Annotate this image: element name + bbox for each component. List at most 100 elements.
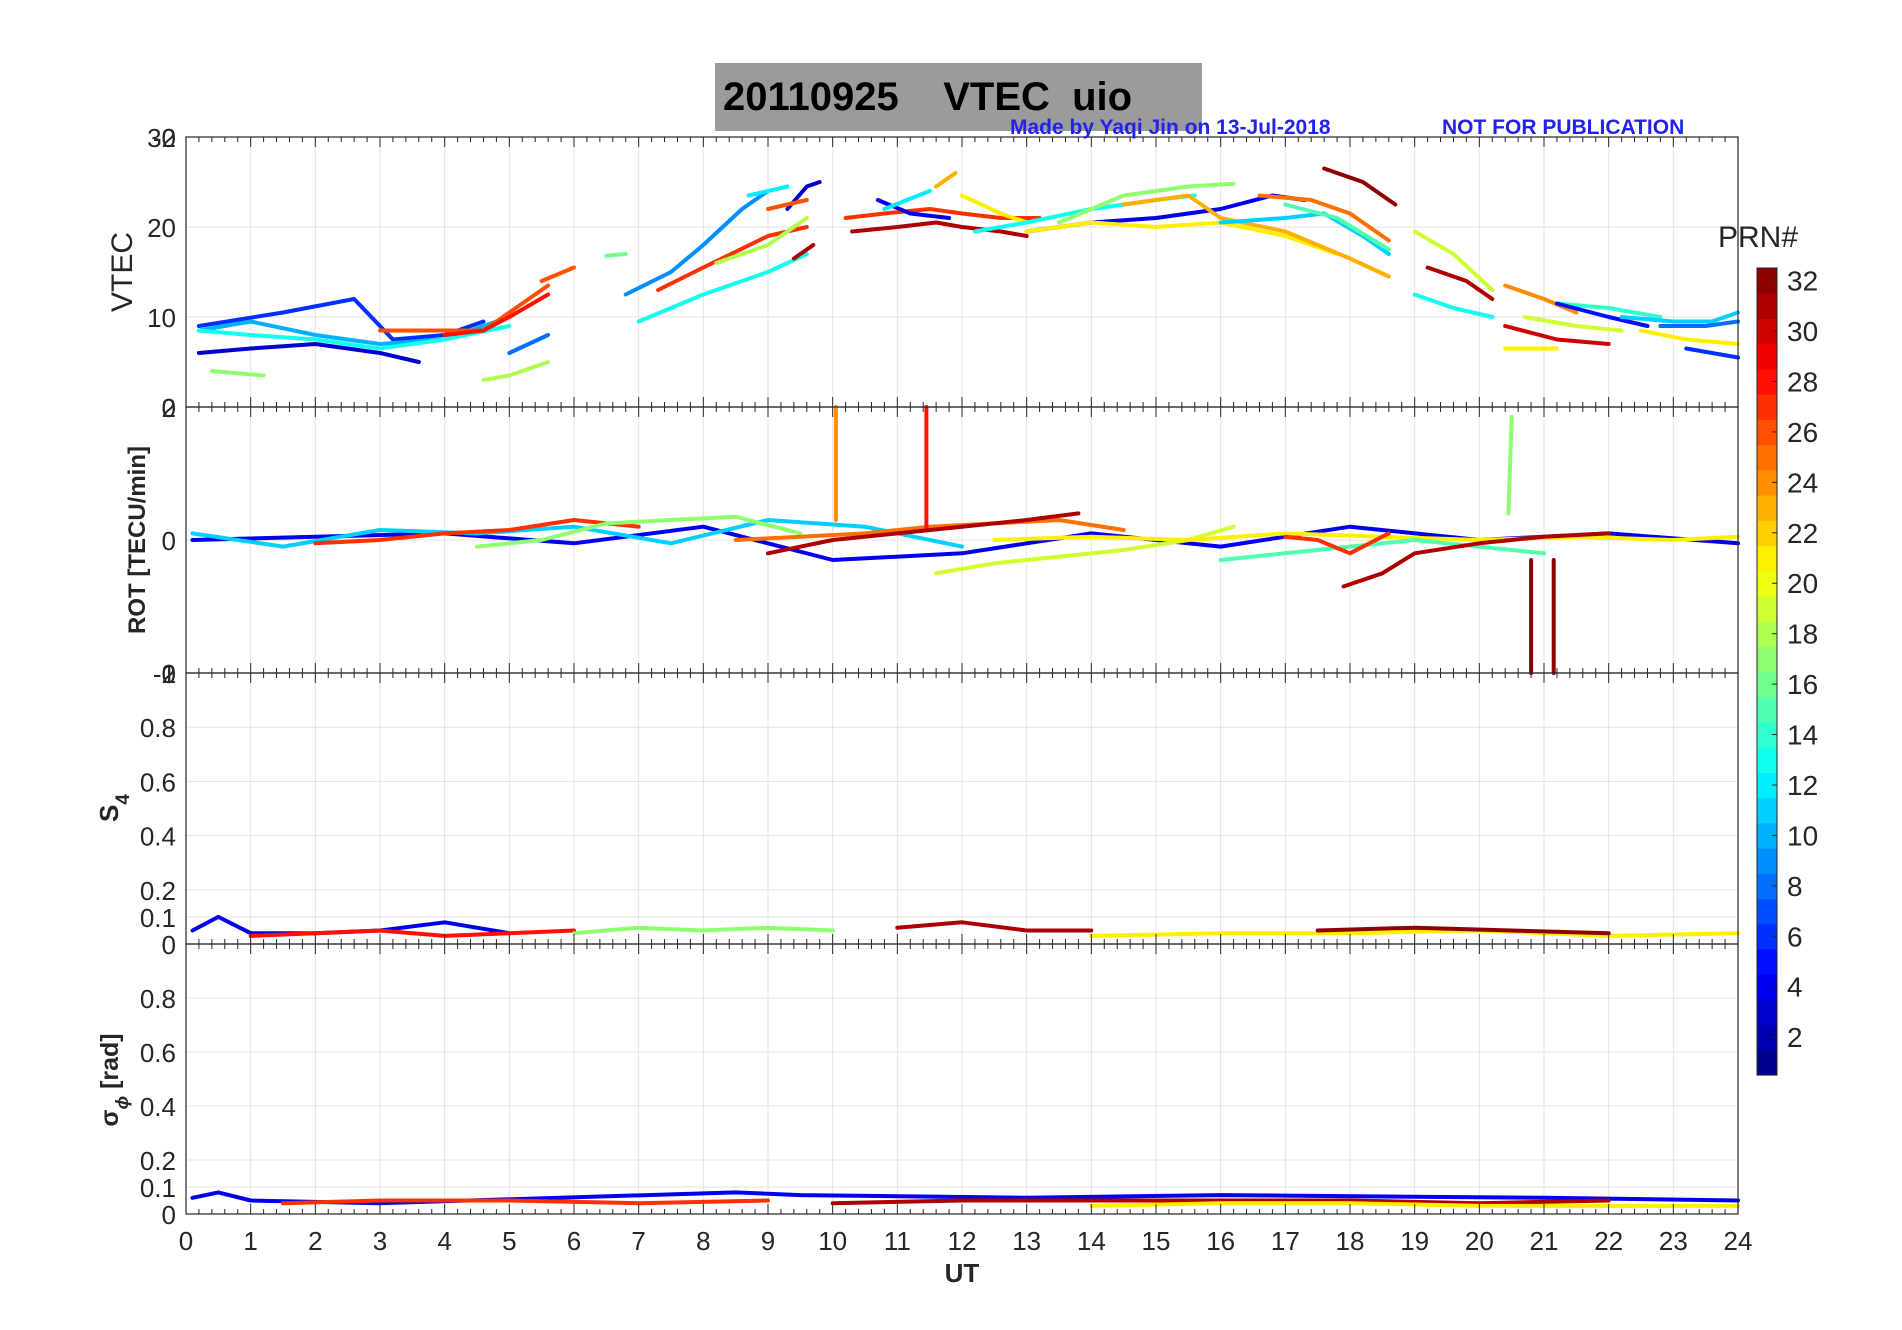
x-tick-label: 5 <box>502 1226 516 1256</box>
x-tick-label: 12 <box>948 1226 977 1256</box>
series-prn-11 <box>1619 310 1740 324</box>
y-tick-label: 0.6 <box>140 767 176 797</box>
colorbar-tick-label: 24 <box>1787 467 1818 498</box>
y-tick-label: 0 <box>162 930 176 960</box>
colorbar-tick-label: 14 <box>1787 720 1818 751</box>
overlap-tick-label: -2 <box>153 123 176 153</box>
series-prn-28 <box>248 928 576 938</box>
series-prn-26 <box>539 265 576 283</box>
title-banner <box>715 63 1202 131</box>
grid-sigma <box>185 944 1739 1214</box>
colorbar-bin <box>1757 747 1777 773</box>
x-tick-label: 13 <box>1012 1226 1041 1256</box>
x-tick-label: 7 <box>631 1226 645 1256</box>
plot-sigma <box>190 1190 1740 1208</box>
y-tick-label: 0.6 <box>140 1038 176 1068</box>
colorbar-tick-label: 8 <box>1787 871 1803 902</box>
series-prn-27 <box>1283 531 1391 556</box>
colorbar-tick-label: 26 <box>1787 417 1818 448</box>
plot-s4 <box>190 914 1740 938</box>
x-tick-label: 2 <box>308 1226 322 1256</box>
series-prn-17 <box>1057 181 1236 225</box>
series-prn-25 <box>1257 193 1391 243</box>
x-tick-label: 19 <box>1400 1226 1429 1256</box>
series-prn-31 <box>1425 265 1495 301</box>
series-prn-16 <box>604 252 628 258</box>
series-prn-5 <box>1554 301 1650 328</box>
x-tick-label: 4 <box>437 1226 451 1256</box>
colorbar-tick-label: 18 <box>1787 619 1818 650</box>
colorbar-bin <box>1757 873 1777 900</box>
colorbar-bin <box>1757 444 1777 471</box>
colorbar-bin <box>1757 848 1777 874</box>
series-prn-13 <box>1412 292 1495 319</box>
series-prn-15 <box>1218 538 1546 562</box>
series-prn-27 <box>313 518 641 546</box>
series-prn-32 <box>1315 925 1611 936</box>
colorbar-tick-label: 12 <box>1787 770 1818 801</box>
plot-rot <box>190 405 1740 675</box>
y-tick-label: 20 <box>147 213 176 243</box>
colorbar-tick-label: 22 <box>1787 518 1818 549</box>
rot-ylabel: ROT [TECU/min] <box>124 446 151 634</box>
credit-text: Made by Yaqi Jin on 13-Jul-2018 <box>1010 116 1331 139</box>
vtec-ylabel: VTEC <box>106 232 139 312</box>
colorbar-bin <box>1757 268 1777 294</box>
colorbar-tick-label: 10 <box>1787 820 1818 851</box>
series-prn-4 <box>190 1190 1740 1206</box>
y-tick-label: 0.8 <box>140 984 176 1014</box>
x-tick-label: 1 <box>243 1226 257 1256</box>
y-tick-label: 0.1 <box>140 903 176 933</box>
colorbar-tick-label: 16 <box>1787 669 1818 700</box>
series-prn-19 <box>1412 229 1495 292</box>
colorbar-bin <box>1757 671 1777 698</box>
colorbar-bin <box>1757 772 1777 799</box>
y-tick-label: 1 <box>162 659 176 689</box>
series-prn-25 <box>733 518 1126 542</box>
series-prn-17 <box>1506 415 1514 516</box>
series-prn-32 <box>1322 166 1398 207</box>
series-prn-17 <box>475 514 803 549</box>
y-tick-label: 0.1 <box>140 1173 176 1203</box>
x-tick-label: 21 <box>1530 1226 1559 1256</box>
colorbar-bin <box>1757 999 1777 1026</box>
colorbar-bin <box>1757 368 1777 395</box>
y-tick-label: 0 <box>162 526 176 556</box>
x-tick-label: 23 <box>1659 1226 1688 1256</box>
panel-vtec: 10 20 30-2 VTEC <box>106 123 1740 408</box>
x-tick-label: 17 <box>1271 1226 1300 1256</box>
series-prn-23 <box>934 171 958 189</box>
x-axis-label: UT <box>945 1258 980 1288</box>
colorbar-tick-label: 4 <box>1787 972 1803 1003</box>
colorbar-bin <box>1757 974 1777 1000</box>
series-prn-23 <box>1121 193 1391 279</box>
x-tick-label: 11 <box>884 1226 911 1256</box>
colorbar-bin <box>1757 646 1777 673</box>
series-prn-31 <box>895 920 1094 933</box>
colorbar-tick-label: 32 <box>1787 266 1818 297</box>
colorbar-bin <box>1757 469 1777 496</box>
x-tick-label: 20 <box>1465 1226 1494 1256</box>
colorbar-bin <box>1757 822 1777 849</box>
colorbar-tick-label: 6 <box>1787 921 1803 952</box>
series-prn-9 <box>623 189 770 297</box>
y-tick-label: 0 <box>162 1200 176 1230</box>
x-tick-label: 0 <box>179 1226 193 1256</box>
series-prn-18 <box>714 216 809 265</box>
y-tick-label: 0.4 <box>140 822 176 852</box>
series-prn-14 <box>1554 301 1663 319</box>
x-tick-label: 14 <box>1077 1226 1106 1256</box>
y-tick-label: 0.8 <box>140 713 176 743</box>
ticks-vtec: 10 20 30-2 <box>147 123 1739 407</box>
colorbar-bin <box>1757 419 1777 446</box>
series-prn-21 <box>1639 328 1740 346</box>
series-prn-27 <box>843 207 1042 220</box>
plot-vtec <box>196 166 1740 382</box>
series-prn-31 <box>1341 531 1611 589</box>
x-tick-label: 15 <box>1142 1226 1171 1256</box>
series-prn-4 <box>875 198 952 220</box>
series-prn-24 <box>1503 283 1579 315</box>
colorbar-bin <box>1757 545 1777 572</box>
